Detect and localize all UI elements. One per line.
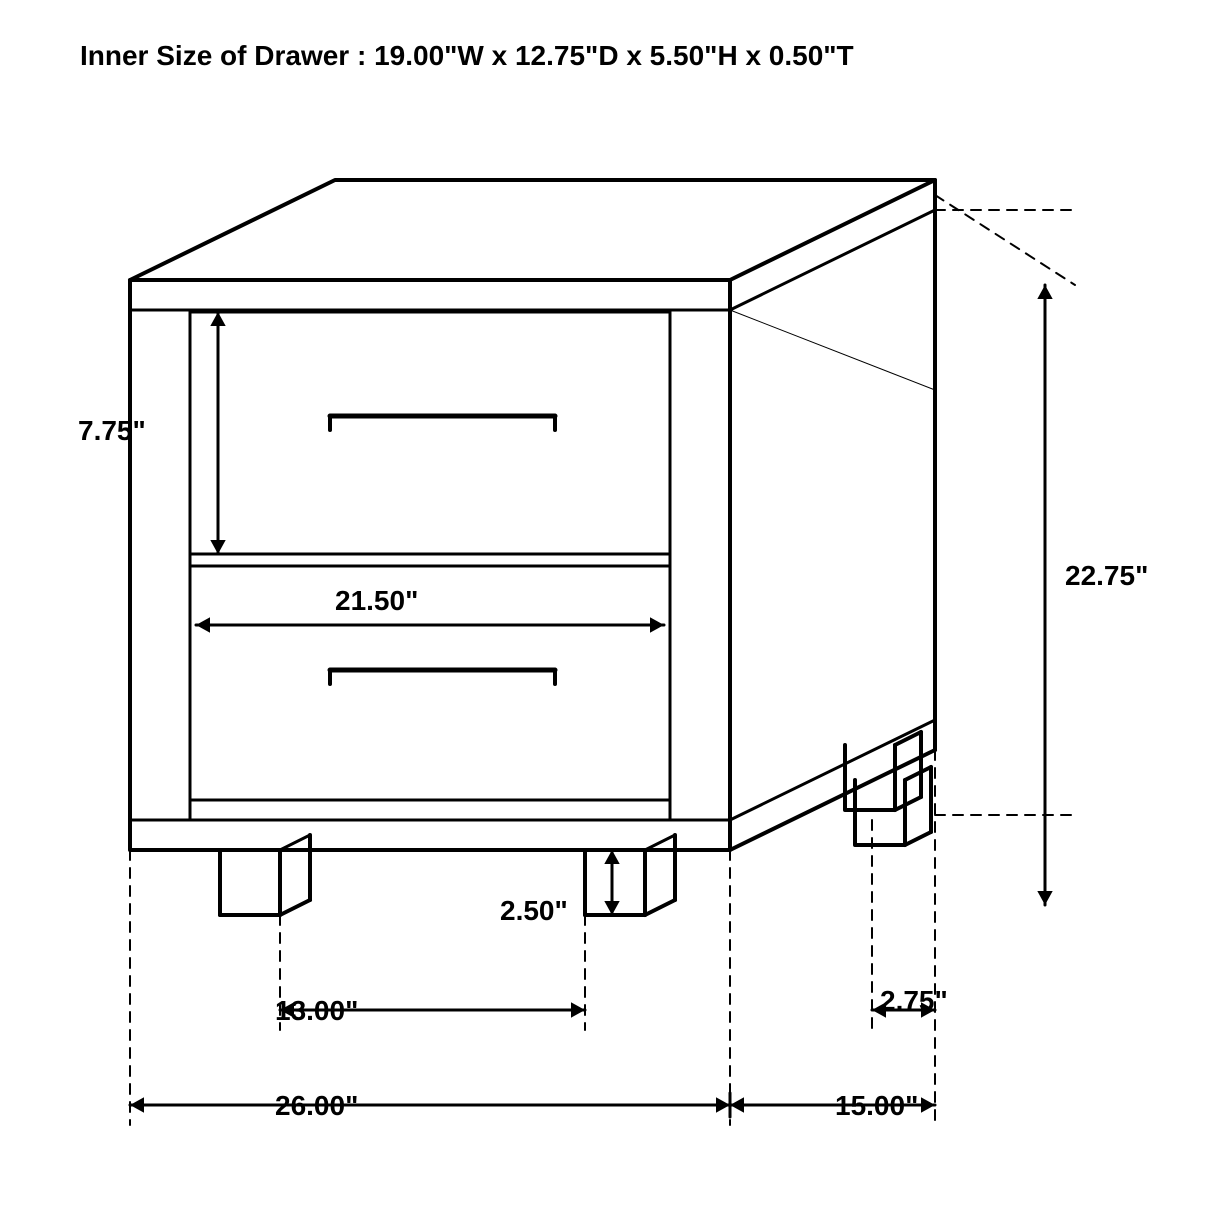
dim-overall-height: 22.75" [1065,560,1148,592]
dim-drawer-width: 21.50" [335,585,418,617]
dim-leg-height: 2.50" [500,895,568,927]
dim-overall-depth: 15.00" [835,1090,918,1122]
nightstand-drawing [0,0,1214,1214]
diagram-stage: Inner Size of Drawer : 19.00"W x 12.75"D… [0,0,1214,1214]
dim-drawer-height: 7.75" [78,415,146,447]
dim-overall-width: 26.00" [275,1090,358,1122]
dim-front-leg-gap: 13.00" [275,995,358,1027]
dim-side-leg-w: 2.75" [880,985,948,1017]
